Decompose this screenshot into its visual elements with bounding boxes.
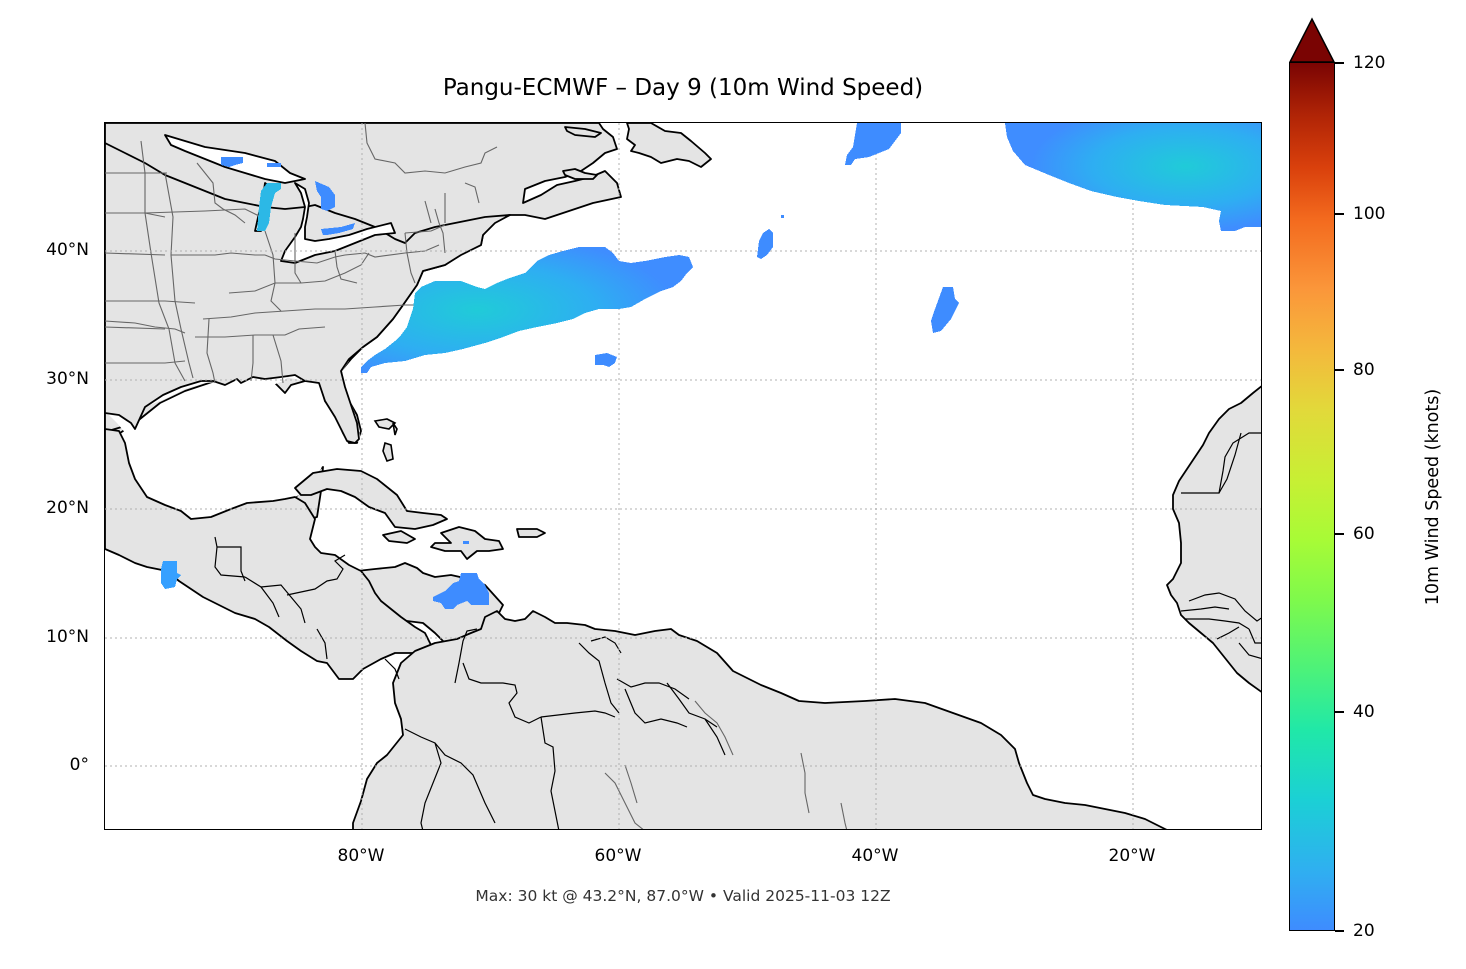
chart-title: Pangu-ECMWF – Day 9 (10m Wind Speed) xyxy=(442,75,924,101)
wind-region-lake-erie xyxy=(321,223,355,235)
land-bahamas xyxy=(373,418,398,462)
colorbar-tick-label: 60 xyxy=(1353,524,1375,544)
land-puerto-rico xyxy=(516,528,546,538)
colorbar-tick xyxy=(1335,930,1344,932)
colorbar-tick-label: 120 xyxy=(1353,53,1386,73)
land-jamaica xyxy=(382,530,416,544)
wind-region-northeast-atlantic xyxy=(1005,123,1261,231)
map-canvas xyxy=(105,123,1261,829)
colorbar-tick xyxy=(1335,533,1344,535)
colorbar-extend-arrow xyxy=(1289,17,1335,63)
land-us-southeast xyxy=(105,142,511,444)
colorbar-tick-label: 20 xyxy=(1353,921,1375,941)
max-wind-caption: Max: 30 kt @ 43.2°N, 87.0°W • Valid 2025… xyxy=(475,887,891,905)
wind-region-lake-huron xyxy=(315,181,335,211)
wind-field xyxy=(161,123,1261,609)
wind-region-south-greenland xyxy=(845,123,901,165)
colorbar-label: 10m Wind Speed (knots) xyxy=(1423,388,1443,606)
wind-region-lake-superior xyxy=(221,157,281,167)
y-tick-label: 10°N xyxy=(46,627,89,647)
land-africa xyxy=(1166,385,1261,693)
colorbar-tick xyxy=(1335,62,1344,64)
colorbar-tick xyxy=(1335,213,1344,215)
y-tick-label: 20°N xyxy=(46,498,89,518)
x-tick-label: 20°W xyxy=(1108,846,1156,866)
colorbar-tick-label: 40 xyxy=(1353,702,1375,722)
x-tick-label: 40°W xyxy=(851,846,899,866)
wind-region-lake-michigan xyxy=(257,183,281,231)
colorbar-tick-label: 80 xyxy=(1353,360,1375,380)
land-south-america xyxy=(352,610,1168,829)
land-central-america xyxy=(105,428,432,680)
y-tick-label: 40°N xyxy=(46,240,89,260)
wind-region-hispaniola-speck xyxy=(463,541,469,544)
x-tick-label: 80°W xyxy=(337,846,385,866)
wind-region-caribbean xyxy=(433,573,489,609)
y-tick-label: 0° xyxy=(69,755,89,775)
country-borders xyxy=(214,536,726,829)
colorbar-tick xyxy=(1335,711,1344,713)
colorbar xyxy=(1289,62,1335,931)
land-cuba xyxy=(294,468,448,530)
wind-region-gulf-stream xyxy=(361,247,693,373)
wind-region-small-patch xyxy=(595,353,617,367)
colorbar-tick xyxy=(1335,369,1344,371)
wind-region-mid-atlantic xyxy=(931,287,959,333)
x-tick-label: 60°W xyxy=(594,846,642,866)
map-panel xyxy=(104,122,1262,830)
wind-region-speck xyxy=(781,215,784,218)
y-tick-label: 30°N xyxy=(46,369,89,389)
province-borders xyxy=(604,700,848,829)
gridlines xyxy=(105,123,1261,829)
wind-region-tiny-patch xyxy=(757,229,773,259)
wind-region-tehuantepec xyxy=(161,561,181,589)
state-borders xyxy=(105,123,498,384)
africa-borders xyxy=(1180,432,1261,660)
colorbar-tick-label: 100 xyxy=(1353,204,1386,224)
